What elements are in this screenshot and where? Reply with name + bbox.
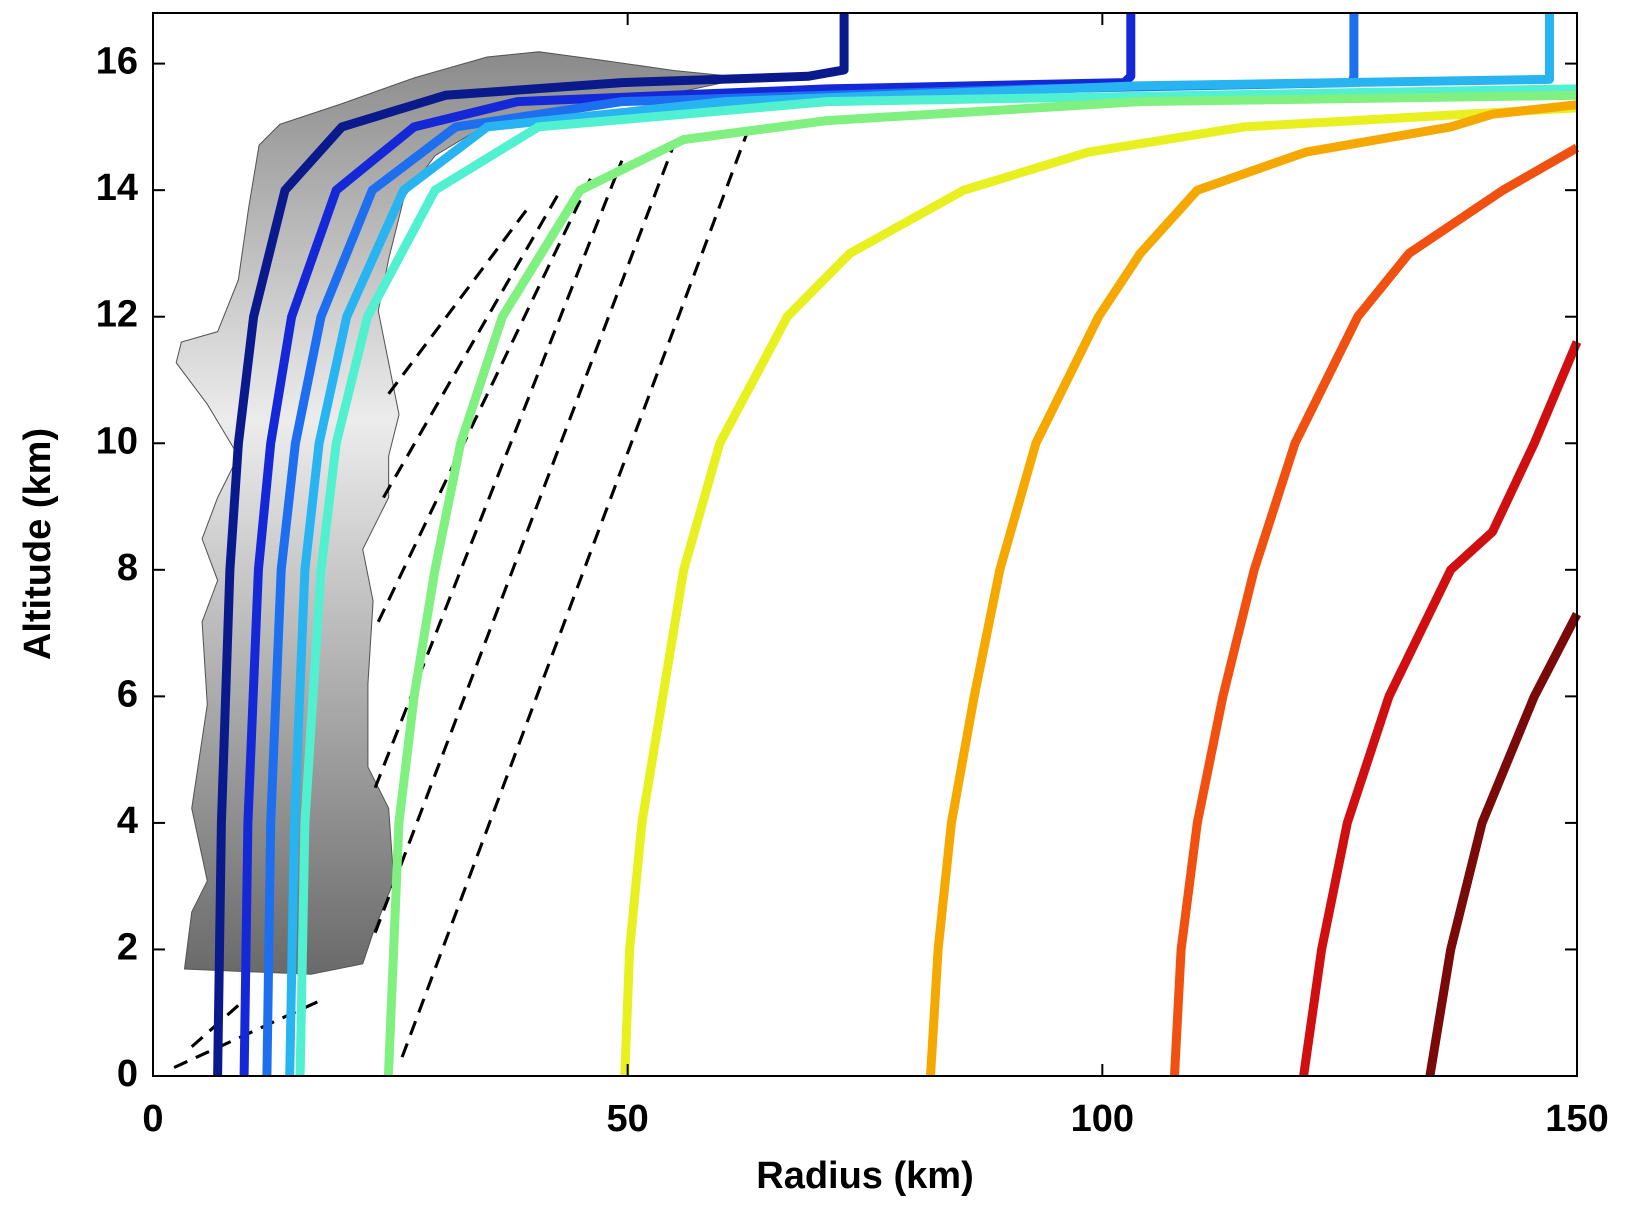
series-line: [239, 13, 1136, 1077]
y-tick-label: 14: [96, 167, 138, 209]
y-tick-label: 16: [96, 41, 138, 83]
series-line: [926, 100, 1578, 1077]
series-line: [383, 90, 1578, 1077]
dashed-line: [387, 206, 530, 395]
dashed-line: [373, 160, 624, 789]
y-tick-label: 2: [117, 926, 138, 968]
series-line: [295, 84, 1578, 1077]
y-tick-label: 0: [117, 1053, 138, 1095]
series-line: [1299, 340, 1582, 1077]
cloud: [175, 51, 747, 975]
y-tick-label: 6: [117, 673, 138, 715]
y-tick-label: 12: [96, 294, 138, 336]
dashed-line: [376, 177, 593, 623]
y-axis-label: Altitude (km): [17, 428, 59, 660]
y-tick-label: 8: [117, 547, 138, 589]
x-tick-label: 50: [607, 1098, 649, 1140]
series-line: [285, 13, 1554, 1077]
x-tick-label: 100: [1071, 1098, 1134, 1140]
plot-frame: [152, 12, 1578, 1077]
x-tick-label: 150: [1545, 1098, 1608, 1140]
dashed-line: [400, 129, 750, 1058]
series-line: [620, 103, 1578, 1077]
y-tick-label: 10: [96, 420, 138, 462]
dashed-line: [382, 190, 562, 499]
y-tick-label: 4: [117, 800, 138, 842]
dashed-line: [373, 144, 676, 934]
series-line: [213, 13, 849, 1077]
series-line: [1170, 143, 1580, 1077]
x-axis-label: Radius (km): [756, 1155, 973, 1197]
x-tick-label: 0: [142, 1098, 163, 1140]
series-line: [1425, 612, 1581, 1077]
